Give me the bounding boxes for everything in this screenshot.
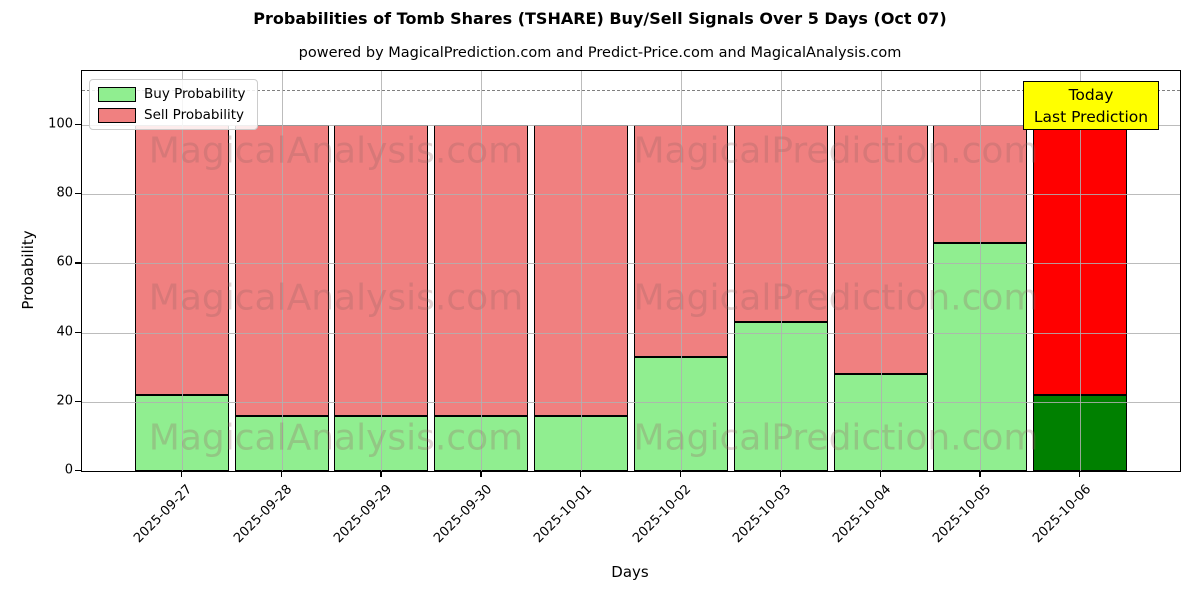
x-tick-mark bbox=[180, 471, 183, 478]
y-tick-label: 20 bbox=[56, 393, 73, 409]
watermark-text: MagicalPrediction.com bbox=[633, 277, 1039, 319]
chart-subtitle: powered by MagicalPrediction.com and Pre… bbox=[298, 45, 902, 61]
y-tick-mark bbox=[75, 124, 81, 126]
x-tick-mark bbox=[879, 471, 881, 478]
y-tick-mark bbox=[75, 193, 81, 195]
watermark-text: MagicalAnalysis.com bbox=[148, 277, 524, 319]
x-tick-mark bbox=[480, 471, 482, 478]
y-tick-mark bbox=[75, 331, 81, 333]
gridline-vertical bbox=[581, 71, 583, 471]
buy-color-swatch bbox=[98, 86, 136, 102]
legend-item-buy: Buy Probability bbox=[98, 86, 245, 102]
x-tick-mark bbox=[979, 471, 981, 478]
x-tick-mark bbox=[580, 471, 582, 478]
plot-area: MagicalAnalysis.com MagicalPrediction.co… bbox=[81, 70, 1181, 472]
x-tick-label: 2025-10-04 bbox=[830, 482, 895, 547]
y-tick-mark bbox=[75, 262, 81, 264]
x-tick-label: 2025-09-27 bbox=[131, 482, 196, 547]
annotation-line-2: Last Prediction bbox=[1033, 107, 1149, 126]
x-tick-label: 2025-09-28 bbox=[231, 482, 296, 547]
x-tick-label: 2025-09-29 bbox=[331, 482, 396, 547]
x-tick-mark bbox=[280, 471, 282, 478]
x-axis-label: Days bbox=[611, 563, 649, 581]
y-tick-label: 60 bbox=[56, 254, 73, 270]
gridline-vertical bbox=[680, 71, 682, 471]
gridline-vertical bbox=[980, 71, 982, 471]
x-tick-label: 2025-10-06 bbox=[1029, 482, 1094, 547]
y-tick-mark bbox=[75, 470, 81, 472]
gridline-vertical bbox=[281, 71, 283, 471]
y-tick-label: 80 bbox=[56, 185, 73, 201]
sell-color-swatch bbox=[98, 107, 136, 123]
gridline-vertical bbox=[880, 71, 882, 471]
x-tick-mark bbox=[380, 471, 382, 478]
x-tick-mark bbox=[679, 471, 682, 478]
gridline-vertical bbox=[181, 71, 183, 471]
y-tick-label: 100 bbox=[48, 116, 73, 132]
legend-item-sell: Sell Probability bbox=[98, 107, 245, 123]
legend: Buy Probability Sell Probability bbox=[89, 79, 259, 130]
x-tick-label: 2025-09-30 bbox=[430, 482, 495, 547]
today-threshold-line bbox=[82, 90, 1180, 92]
legend-label-buy: Buy Probability bbox=[144, 86, 246, 102]
chart-title: Probabilities of Tomb Shares (TSHARE) Bu… bbox=[253, 9, 947, 28]
x-tick-label: 2025-10-05 bbox=[929, 482, 994, 547]
x-tick-mark bbox=[1079, 471, 1081, 478]
gridline-horizontal bbox=[82, 401, 1180, 403]
gridline-horizontal bbox=[82, 263, 1180, 265]
y-tick-label: 40 bbox=[56, 324, 73, 340]
gridline-vertical bbox=[381, 71, 383, 471]
annotation-line-1: Today bbox=[1068, 85, 1114, 104]
gridline-horizontal bbox=[82, 332, 1180, 334]
gridline-vertical bbox=[780, 71, 782, 471]
y-axis-label: Probability bbox=[19, 230, 37, 310]
watermark-text: MagicalAnalysis.com bbox=[148, 417, 524, 459]
x-tick-label: 2025-10-03 bbox=[730, 482, 795, 547]
y-tick-label: 0 bbox=[64, 462, 73, 478]
watermark-text: MagicalAnalysis.com bbox=[148, 130, 524, 172]
x-tick-label: 2025-10-01 bbox=[530, 482, 595, 547]
gridline-horizontal bbox=[82, 194, 1180, 196]
x-tick-label: 2025-10-02 bbox=[630, 482, 695, 547]
x-tick-mark bbox=[779, 471, 782, 478]
legend-label-sell: Sell Probability bbox=[144, 107, 245, 123]
watermark-text: MagicalPrediction.com bbox=[633, 417, 1039, 459]
gridline-vertical bbox=[481, 71, 483, 471]
y-tick-mark bbox=[75, 400, 81, 403]
gridline-horizontal bbox=[82, 125, 1180, 126]
watermark-text: MagicalPrediction.com bbox=[633, 130, 1039, 172]
today-annotation: Today Last Prediction bbox=[1023, 81, 1159, 130]
gridline-vertical bbox=[1080, 71, 1082, 471]
